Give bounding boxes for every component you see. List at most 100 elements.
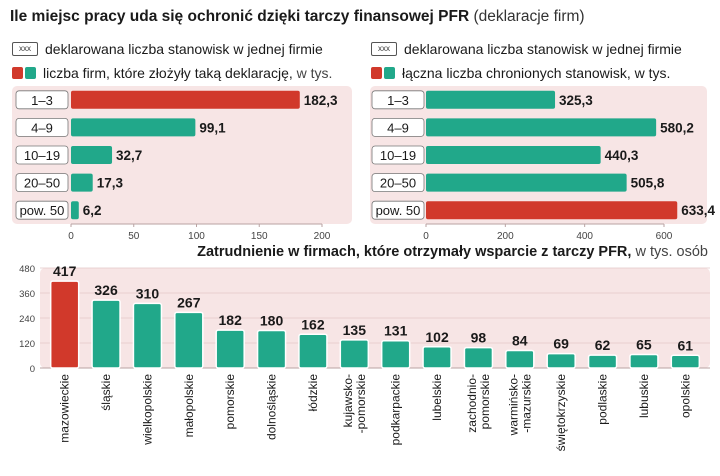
right-chart-category-label: 20–50 bbox=[380, 176, 416, 191]
right-chart-x-tick-label: 400 bbox=[576, 231, 593, 242]
bottom-chart-category-label: śląskie bbox=[99, 374, 113, 411]
right-chart-x-tick-label: 600 bbox=[656, 231, 673, 242]
right-chart-category-label: 10–19 bbox=[380, 148, 416, 163]
right-chart-bar bbox=[426, 118, 657, 137]
bottom-chart-category-label: podkarpackie bbox=[389, 374, 403, 446]
bottom-chart-bar bbox=[629, 353, 659, 369]
bottom-chart-title: Zatrudnienie w firmach, które otrzymały … bbox=[197, 244, 708, 260]
right-chart-bar bbox=[426, 146, 601, 164]
left-chart-value-label: 182,3 bbox=[304, 93, 338, 108]
left-chart-bar bbox=[71, 118, 196, 137]
legend-right-item2: łączna liczba chronionych stanowisk, w t… bbox=[402, 65, 671, 81]
bottom-chart-bar bbox=[91, 299, 121, 369]
left-chart-bar bbox=[71, 146, 113, 164]
left-chart-category-box bbox=[15, 118, 69, 137]
legend-swatch-green bbox=[25, 67, 36, 79]
bottom-chart-category-label: warmińsko--mazurskie bbox=[506, 374, 533, 437]
legend-swatch-red bbox=[12, 67, 23, 79]
right-chart-value-label: 325,3 bbox=[559, 93, 593, 108]
bottom-chart-y-tick-label: 480 bbox=[19, 264, 35, 275]
bottom-chart-category-label: świętokrzyskie bbox=[554, 374, 568, 452]
bottom-chart-category-label: małopolskie bbox=[182, 374, 196, 438]
bottom-chart-value-label: 135 bbox=[343, 322, 367, 338]
left-chart-bar bbox=[71, 173, 93, 192]
bottom-chart-value-label: 162 bbox=[301, 316, 325, 332]
left-chart-x-tick-label: 100 bbox=[188, 231, 205, 242]
bottom-chart-bar bbox=[174, 311, 204, 369]
bottom-chart-bar bbox=[132, 302, 163, 369]
right-chart-category-box bbox=[371, 173, 425, 193]
bottom-chart-category-label: zachodnio-pomorskie bbox=[465, 374, 492, 433]
left-chart-category-label: 10–19 bbox=[24, 148, 60, 163]
right-chart-bar bbox=[426, 173, 627, 192]
bottom-chart-bar bbox=[380, 339, 411, 369]
legend-left: xxx deklarowana liczba stanowisk w jedne… bbox=[12, 37, 332, 85]
left-chart-category-label: pow. 50 bbox=[20, 203, 65, 218]
bottom-chart-category-label: łódzkie bbox=[306, 374, 320, 412]
bottom-chart-value-label: 62 bbox=[595, 337, 611, 353]
bottom-chart-value-label: 69 bbox=[553, 336, 569, 352]
bottom-chart-category-label: lubuskie bbox=[637, 374, 651, 418]
right-chart-category-box bbox=[371, 90, 425, 110]
legend-right-item1: deklarowana liczba stanowisk w jednej fi… bbox=[404, 41, 682, 57]
bottom-chart-category-label: kujawsko--pomorskie bbox=[341, 374, 368, 434]
left-chart-category-label: 4–9 bbox=[31, 120, 53, 135]
left-chart-category-label: 1–3 bbox=[31, 93, 53, 108]
right-chart-category-label: pow. 50 bbox=[376, 203, 421, 218]
right-chart-category-box bbox=[371, 118, 425, 137]
bottom-chart-title-sub: w tys. osób bbox=[635, 244, 708, 260]
right-chart-category-box bbox=[371, 200, 425, 220]
right-chart-category-label: 4–9 bbox=[387, 120, 409, 135]
bottom-chart-value-label: 267 bbox=[177, 294, 201, 310]
legend-left-item2: liczba firm, które złożyły taką deklarac… bbox=[43, 65, 293, 81]
chart-title-main: Ile miejsc pracy uda się ochronić dzięki… bbox=[10, 8, 470, 25]
bottom-chart-bar bbox=[670, 354, 701, 369]
bottom-chart-value-label: 417 bbox=[53, 263, 77, 279]
bottom-chart-bar bbox=[298, 333, 328, 369]
left-chart-x-tick-label: 50 bbox=[128, 231, 140, 242]
right-chart-x-tick-label: 0 bbox=[423, 231, 429, 242]
bottom-chart-category-label: lubelskie bbox=[430, 374, 444, 421]
bottom-chart-category-label: dolnośląskie bbox=[265, 374, 279, 440]
bottom-chart-title-main: Zatrudnienie w firmach, które otrzymały … bbox=[197, 244, 632, 260]
bottom-chart-value-label: 98 bbox=[471, 330, 487, 346]
bottom-chart-value-label: 310 bbox=[136, 285, 160, 301]
left-chart-value-label: 32,7 bbox=[116, 148, 142, 163]
right-chart-category-label: 1–3 bbox=[387, 93, 409, 108]
right-chart-value-label: 633,4 bbox=[681, 203, 715, 218]
legend-right-swatch-pair bbox=[371, 67, 395, 79]
bottom-chart-bar bbox=[422, 346, 452, 369]
legend-left-swatch-pair bbox=[12, 67, 36, 79]
left-chart-value-label: 99,1 bbox=[199, 120, 226, 135]
bottom-chart-y-tick-label: 120 bbox=[19, 339, 35, 350]
bottom-chart-bar bbox=[215, 329, 245, 369]
right-chart-x-tick-label: 200 bbox=[497, 231, 514, 242]
bottom-chart-value-label: 326 bbox=[94, 282, 118, 298]
legend-swatch-green bbox=[384, 67, 395, 79]
left-chart-value-label: 17,3 bbox=[97, 176, 124, 191]
left-chart-x-tick-label: 150 bbox=[251, 231, 268, 242]
left-chart-category-box bbox=[15, 173, 69, 193]
bottom-chart-bar bbox=[49, 280, 80, 369]
legend-swatch-red bbox=[371, 67, 382, 79]
bottom-chart-value-label: 61 bbox=[678, 337, 694, 353]
legend-left-item1: deklarowana liczba stanowisk w jednej fi… bbox=[45, 41, 323, 57]
bottom-chart-bar bbox=[256, 329, 287, 369]
bottom-chart-value-label: 102 bbox=[425, 329, 449, 345]
right-chart-category-box bbox=[371, 145, 425, 165]
left-chart-category-box bbox=[15, 90, 69, 110]
chart-title-sub: (deklaracje firm) bbox=[473, 8, 585, 25]
right-chart-bar bbox=[426, 90, 556, 109]
left-chart-value-label: 6,2 bbox=[83, 203, 102, 218]
legend-right-key-label-box: xxx bbox=[371, 42, 397, 56]
bottom-chart-bar bbox=[546, 352, 576, 369]
bottom-chart-category-label: opolskie bbox=[678, 374, 692, 418]
left-chart-x-tick-label: 200 bbox=[314, 231, 331, 242]
bottom-chart-bar bbox=[339, 339, 370, 369]
left-chart-category-box bbox=[15, 200, 69, 220]
bottom-chart-category-label: wielkopolskie bbox=[140, 374, 154, 446]
right-chart-value-label: 440,3 bbox=[605, 148, 639, 163]
right-chart-value-label: 505,8 bbox=[631, 176, 665, 191]
bottom-chart-bar bbox=[505, 349, 535, 369]
